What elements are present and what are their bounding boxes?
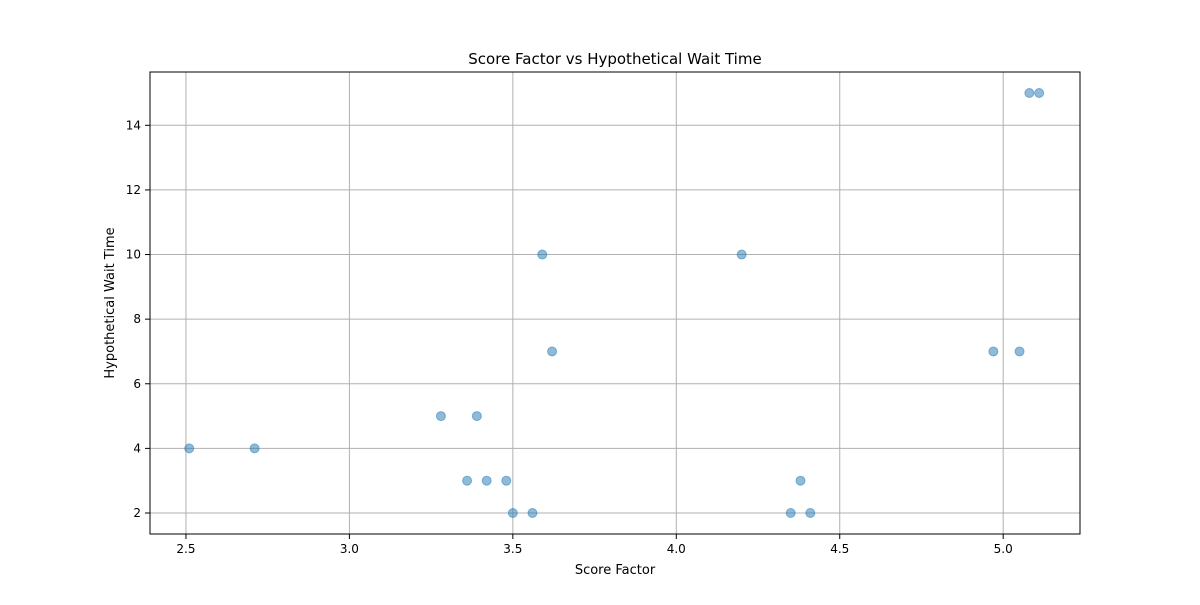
data-point	[184, 443, 195, 454]
data-point	[1034, 88, 1045, 98]
x-tick-label: 4.0	[667, 542, 686, 556]
y-tick-label: 4	[133, 441, 141, 455]
y-tick-label: 6	[133, 377, 141, 391]
data-point	[507, 508, 518, 518]
data-point	[547, 346, 558, 357]
data-point	[988, 346, 999, 357]
data-point	[1014, 346, 1025, 357]
data-point	[785, 508, 796, 518]
data-point	[462, 475, 473, 486]
x-tick-label: 5.0	[994, 542, 1013, 556]
data-point	[501, 475, 512, 486]
x-axis-label: Score Factor	[575, 563, 656, 578]
y-tick-label: 2	[133, 506, 141, 520]
y-axis-label: Hypothetical Wait Time	[103, 227, 118, 378]
x-axis-ticks: 2.5 3.0 3.5 4.0 4.5 5.0	[176, 534, 1013, 556]
y-tick-label: 10	[126, 248, 141, 262]
data-point	[249, 443, 260, 454]
chart-title: Score Factor vs Hypothetical Wait Time	[468, 50, 761, 68]
data-point	[736, 249, 747, 260]
y-tick-label: 14	[126, 118, 141, 132]
y-axis-ticks: 2 4 6 8 10 12 14	[126, 118, 150, 520]
plot-frame	[149, 71, 1081, 535]
x-tick-label: 3.0	[340, 542, 359, 556]
data-point	[795, 475, 806, 486]
data-point	[435, 411, 446, 422]
data-point	[1024, 88, 1035, 98]
x-tick-label: 4.5	[830, 542, 849, 556]
x-tick-label: 2.5	[176, 542, 195, 556]
data-point	[471, 411, 482, 422]
data-points	[184, 88, 1045, 518]
data-point	[481, 475, 492, 486]
data-point	[805, 508, 816, 518]
data-point	[537, 249, 548, 260]
y-tick-label: 12	[126, 183, 141, 197]
x-tick-label: 3.5	[503, 542, 522, 556]
grid	[150, 72, 1080, 534]
y-tick-label: 8	[133, 312, 141, 326]
data-point	[527, 508, 538, 518]
